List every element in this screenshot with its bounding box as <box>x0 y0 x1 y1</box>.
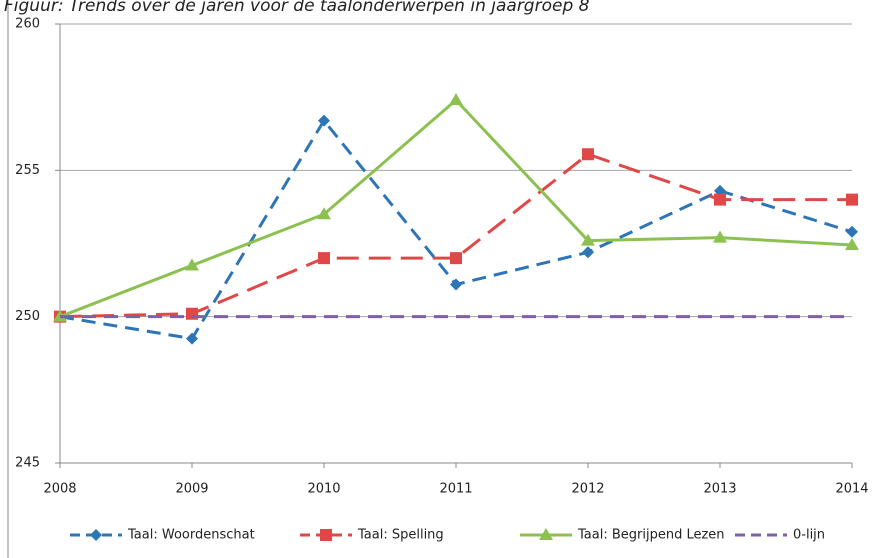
y-tick-label: 260 <box>15 17 40 32</box>
legend-marker <box>90 529 102 541</box>
point <box>581 233 595 246</box>
legend-label: 0-lijn <box>793 528 825 543</box>
point <box>186 332 198 345</box>
legend-label: Taal: Spelling <box>357 528 444 543</box>
x-tick-label: 2013 <box>703 482 736 497</box>
y-tick-label: 245 <box>15 456 40 471</box>
x-tick-label: 2011 <box>439 482 472 497</box>
point <box>318 114 330 127</box>
legend-label: Taal: Woordenschat <box>127 528 255 543</box>
x-tick-label: 2008 <box>43 482 76 497</box>
legend-label: Taal: Begrijpend Lezen <box>577 528 725 543</box>
x-tick-label: 2014 <box>835 482 868 497</box>
point <box>714 193 726 206</box>
point <box>846 225 858 238</box>
point <box>318 252 330 265</box>
legend-marker <box>320 529 332 541</box>
point <box>317 207 331 220</box>
point <box>582 148 594 161</box>
chart-title: Figuur: Trends over de jaren voor de taa… <box>4 0 590 16</box>
x-tick-label: 2010 <box>307 482 340 497</box>
point <box>450 278 462 291</box>
legend-marker <box>539 528 553 540</box>
series-line <box>59 117 853 341</box>
y-tick-label: 255 <box>15 163 40 178</box>
series-line <box>59 152 852 319</box>
point <box>845 237 859 250</box>
point <box>713 230 727 243</box>
point <box>450 252 462 265</box>
point <box>846 193 858 206</box>
point <box>449 93 463 106</box>
point <box>185 258 199 271</box>
x-tick-label: 2012 <box>571 482 604 497</box>
point <box>582 246 594 259</box>
y-tick-label: 250 <box>15 309 40 324</box>
x-tick-label: 2009 <box>175 482 208 497</box>
